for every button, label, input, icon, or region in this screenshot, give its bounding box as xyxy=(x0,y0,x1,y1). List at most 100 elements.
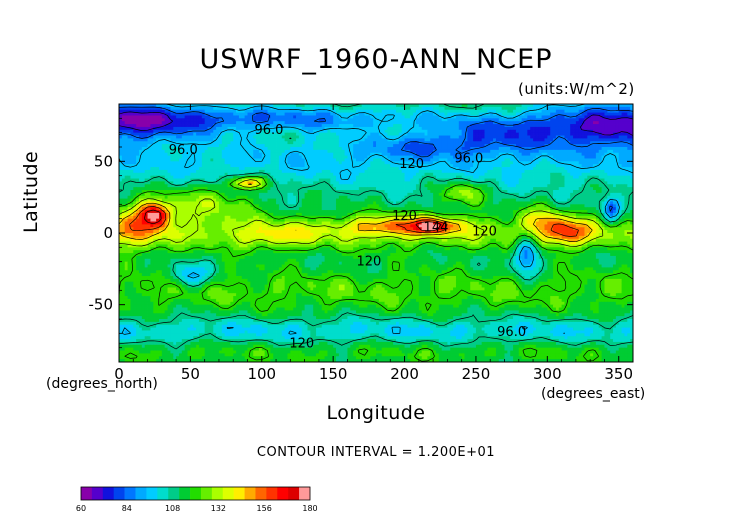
heatmap-cell xyxy=(133,112,137,116)
heatmap-cell xyxy=(587,109,591,113)
heatmap-cell xyxy=(464,144,468,148)
heatmap-cell xyxy=(390,141,394,145)
heatmap-cell xyxy=(244,104,248,108)
heatmap-cell xyxy=(261,172,266,177)
heatmap-cell xyxy=(124,121,128,125)
heatmap-cell xyxy=(475,141,480,145)
heatmap-cell xyxy=(490,155,494,159)
heatmap-cell xyxy=(387,121,391,125)
heatmap-cell xyxy=(521,158,525,162)
heatmap-cell xyxy=(435,115,440,119)
heatmap-cell xyxy=(587,118,591,122)
heatmap-cell xyxy=(281,164,286,168)
heatmap-cell xyxy=(573,158,577,162)
heatmap-cell xyxy=(481,141,485,145)
heatmap-cell xyxy=(290,135,294,139)
heatmap-cell xyxy=(427,158,431,162)
heatmap-cell xyxy=(144,149,148,154)
heatmap-cell xyxy=(119,152,123,156)
heatmap-cell xyxy=(501,167,505,171)
heatmap-cell xyxy=(530,144,534,148)
heatmap-cell xyxy=(167,126,171,131)
heatmap-cell xyxy=(495,169,500,174)
heatmap-cell xyxy=(575,164,580,168)
heatmap-cell xyxy=(124,158,128,162)
heatmap-cell xyxy=(544,167,548,171)
heatmap-cell xyxy=(344,181,348,185)
heatmap-cell xyxy=(390,181,394,185)
heatmap-cell xyxy=(621,135,625,139)
heatmap-cell xyxy=(447,149,451,154)
heatmap-cell xyxy=(530,175,534,179)
heatmap-cell xyxy=(256,124,260,128)
heatmap-cell xyxy=(193,147,197,151)
heatmap-cell xyxy=(224,106,228,111)
heatmap-cell xyxy=(547,149,551,154)
heatmap-cell xyxy=(176,161,180,165)
heatmap-cell xyxy=(121,135,126,139)
heatmap-cell xyxy=(587,104,591,108)
heatmap-cell xyxy=(218,112,223,116)
heatmap-cell xyxy=(170,178,174,182)
heatmap-cell xyxy=(121,121,126,125)
heatmap-cell xyxy=(407,172,411,177)
heatmap-cell xyxy=(204,178,208,182)
heatmap-cell xyxy=(567,138,571,142)
heatmap-cell xyxy=(350,129,354,134)
heatmap-cell xyxy=(161,161,166,165)
heatmap-cell xyxy=(201,129,206,134)
heatmap-cell xyxy=(278,164,283,168)
heatmap-cell xyxy=(216,167,220,171)
heatmap-cell xyxy=(518,109,523,113)
heatmap-cell xyxy=(273,115,277,119)
heatmap-cell xyxy=(230,109,234,113)
heatmap-cell xyxy=(261,152,266,156)
heatmap-cell xyxy=(515,161,520,165)
heatmap-cell xyxy=(530,124,534,128)
heatmap-cell xyxy=(370,161,374,165)
heatmap-cell xyxy=(156,135,160,139)
heatmap-cell xyxy=(418,178,423,182)
heatmap-cell xyxy=(604,135,608,139)
heatmap-cell xyxy=(395,118,400,122)
heatmap-cell xyxy=(144,109,148,113)
heatmap-cell xyxy=(401,109,405,113)
heatmap-cell xyxy=(535,132,540,136)
heatmap-cell xyxy=(538,164,543,168)
heatmap-cell xyxy=(627,149,631,154)
heatmap-cell xyxy=(387,164,391,168)
heatmap-cell xyxy=(221,167,226,171)
heatmap-cell xyxy=(467,121,471,125)
heatmap-cell xyxy=(527,178,531,182)
heatmap-cell xyxy=(238,104,243,108)
heatmap-cell xyxy=(253,149,257,154)
heatmap-cell xyxy=(344,172,348,177)
heatmap-cell xyxy=(227,164,231,168)
heatmap-cell xyxy=(341,109,345,113)
heatmap-cell xyxy=(281,129,286,134)
heatmap-cell xyxy=(595,129,600,134)
heatmap-cell xyxy=(621,144,625,148)
heatmap-cell xyxy=(621,124,625,128)
heatmap-cell xyxy=(561,144,565,148)
heatmap-cell xyxy=(521,109,525,113)
heatmap-cell xyxy=(341,144,345,148)
heatmap-cell xyxy=(433,181,437,185)
heatmap-cell xyxy=(450,175,454,179)
heatmap-cell xyxy=(353,167,357,171)
heatmap-cell xyxy=(210,109,214,113)
heatmap-cell xyxy=(127,152,131,156)
heatmap-cell xyxy=(230,152,234,156)
heatmap-cell xyxy=(515,112,520,116)
heatmap-cell xyxy=(204,124,208,128)
heatmap-cell xyxy=(370,164,374,168)
heatmap-cell xyxy=(150,144,154,148)
heatmap-cell xyxy=(424,167,428,171)
heatmap-cell xyxy=(341,112,345,116)
heatmap-cell xyxy=(236,147,240,151)
heatmap-cell xyxy=(390,109,394,113)
heatmap-cell xyxy=(544,158,548,162)
heatmap-cell xyxy=(430,178,434,182)
heatmap-cell xyxy=(421,129,425,134)
heatmap-cell xyxy=(321,135,325,139)
